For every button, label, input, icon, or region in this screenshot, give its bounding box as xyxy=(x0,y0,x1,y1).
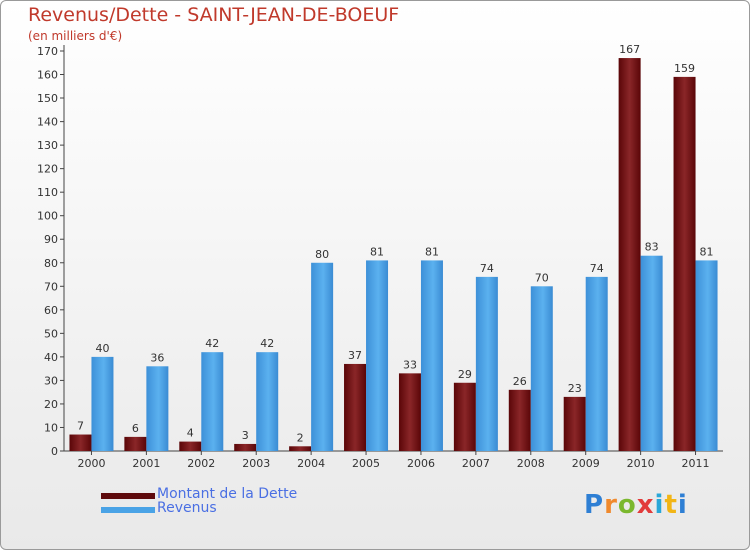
bar-revenus xyxy=(530,286,553,451)
x-axis: 2000 2001 2002 2003 2004 2005 2006 2007 2008 2009… xyxy=(64,450,723,470)
y-tick-label: 50 xyxy=(44,327,58,340)
bar-revenus xyxy=(475,276,498,451)
chart-title: Revenus/Dette - SAINT-JEAN-DE-BOEUF xyxy=(28,4,400,26)
y-tick-label: 130 xyxy=(37,139,58,152)
x-tick-label: 2011 xyxy=(682,457,710,470)
y-tick-label: 160 xyxy=(37,69,58,82)
y-tick-label: 170 xyxy=(37,45,58,58)
data-label-revenus: 81 xyxy=(700,245,714,258)
data-label-dette: 33 xyxy=(403,358,417,371)
data-label-dette: 37 xyxy=(348,349,362,362)
bar-dette xyxy=(344,363,367,451)
x-tick-label: 2010 xyxy=(627,457,655,470)
y-tick-label: 70 xyxy=(44,280,58,293)
bar-dette xyxy=(563,396,586,451)
y-axis: 0 10 20 30 40 50 60 70 80 90 100 110 120 130 140 150 160… xyxy=(37,45,65,458)
y-tick-label: 90 xyxy=(44,233,58,246)
data-label-revenus: 70 xyxy=(535,271,549,284)
bar-revenus xyxy=(366,260,389,451)
y-tick-label: 10 xyxy=(44,421,58,434)
bar-dette xyxy=(289,446,312,451)
data-label-dette: 7 xyxy=(77,420,84,433)
logo-letter: P xyxy=(584,490,605,520)
y-tick-label: 30 xyxy=(44,374,58,387)
logo-letter: t xyxy=(664,490,678,520)
bar-dette xyxy=(673,76,696,451)
legend-label-revenus: Revenus xyxy=(157,500,217,516)
bar-revenus xyxy=(201,352,224,451)
legend-label-dette: Montant de la Dette xyxy=(157,486,298,502)
data-label-dette: 2 xyxy=(297,431,304,444)
y-tick-label: 110 xyxy=(37,186,58,199)
bar-dette xyxy=(179,441,202,451)
x-tick-label: 2003 xyxy=(242,457,270,470)
y-tick-label: 150 xyxy=(37,92,58,105)
y-tick-label: 120 xyxy=(37,163,58,176)
data-label-dette: 29 xyxy=(458,368,472,381)
logo-letter: i xyxy=(677,490,688,520)
logo-letter: i xyxy=(654,490,665,520)
data-label-revenus: 81 xyxy=(425,245,439,258)
data-label-revenus: 42 xyxy=(260,337,274,350)
data-label-revenus: 74 xyxy=(480,262,494,275)
bar-dette xyxy=(508,389,531,451)
y-tick-label: 20 xyxy=(44,398,58,411)
data-label-dette: 3 xyxy=(242,429,249,442)
y-tick-label: 80 xyxy=(44,257,58,270)
data-label-dette: 6 xyxy=(132,422,139,435)
logo-letter: x xyxy=(636,490,655,520)
bar-dette xyxy=(124,436,147,451)
data-label-revenus: 40 xyxy=(95,342,109,355)
data-label-revenus: 83 xyxy=(645,241,659,254)
x-tick-label: 2008 xyxy=(517,457,545,470)
data-label-dette: 4 xyxy=(187,427,194,440)
data-label-revenus: 81 xyxy=(370,245,384,258)
bar-dette xyxy=(69,434,92,451)
bar-dette xyxy=(453,382,476,451)
data-label-dette: 26 xyxy=(513,375,527,388)
bar-revenus xyxy=(585,276,608,451)
y-tick-label: 0 xyxy=(51,445,58,458)
data-labels: 7 40 6 36 4 42 3 42 2 80 37 81 33 81 29 74 26 70 23 74 167 83… xyxy=(77,43,714,444)
bar-dette xyxy=(234,443,257,451)
x-tick-label: 2009 xyxy=(572,457,600,470)
x-tick-label: 2004 xyxy=(297,457,325,470)
chart-subtitle: (en milliers d'€) xyxy=(28,29,123,43)
data-label-dette: 159 xyxy=(674,62,695,75)
bar-revenus xyxy=(311,262,334,451)
legend-swatch-dette xyxy=(101,493,155,499)
legend-swatch-revenus xyxy=(101,507,155,513)
y-tick-label: 40 xyxy=(44,351,58,364)
data-label-revenus: 36 xyxy=(150,351,164,364)
y-tick-label: 100 xyxy=(37,210,58,223)
data-label-revenus: 42 xyxy=(205,337,219,350)
data-label-dette: 23 xyxy=(568,382,582,395)
logo-letter: r xyxy=(604,490,618,520)
x-tick-label: 2000 xyxy=(77,457,105,470)
proxiti-logo: Proxiti xyxy=(584,490,688,524)
x-tick-label: 2007 xyxy=(462,457,490,470)
bar-revenus xyxy=(420,260,443,451)
bar-revenus xyxy=(695,260,718,451)
bar-revenus xyxy=(640,255,663,451)
logo-letter: o xyxy=(617,490,637,520)
y-tick-label: 140 xyxy=(37,116,58,129)
x-tick-label: 2002 xyxy=(187,457,215,470)
x-tick-label: 2006 xyxy=(407,457,435,470)
y-tick-label: 60 xyxy=(44,304,58,317)
x-tick-label: 2001 xyxy=(132,457,160,470)
data-label-revenus: 80 xyxy=(315,248,329,261)
bar-revenus xyxy=(146,366,169,451)
bar-revenus xyxy=(91,356,114,451)
bar-dette xyxy=(618,58,641,451)
bars xyxy=(69,58,718,451)
data-label-dette: 167 xyxy=(619,43,640,56)
data-label-revenus: 74 xyxy=(590,262,604,275)
bar-revenus xyxy=(256,352,279,451)
bar-dette xyxy=(398,373,421,451)
x-tick-label: 2005 xyxy=(352,457,380,470)
